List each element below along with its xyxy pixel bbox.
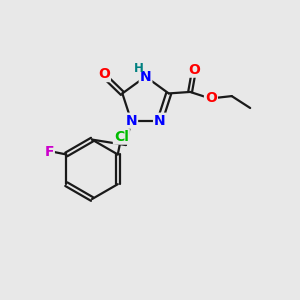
Text: H: H — [134, 62, 144, 75]
Text: N: N — [125, 114, 137, 128]
Text: N: N — [140, 70, 152, 84]
Text: N: N — [154, 114, 166, 128]
Text: O: O — [188, 63, 200, 76]
Text: O: O — [205, 92, 217, 106]
Text: F: F — [44, 145, 54, 159]
Text: O: O — [98, 67, 110, 81]
Text: Cl: Cl — [114, 130, 129, 144]
